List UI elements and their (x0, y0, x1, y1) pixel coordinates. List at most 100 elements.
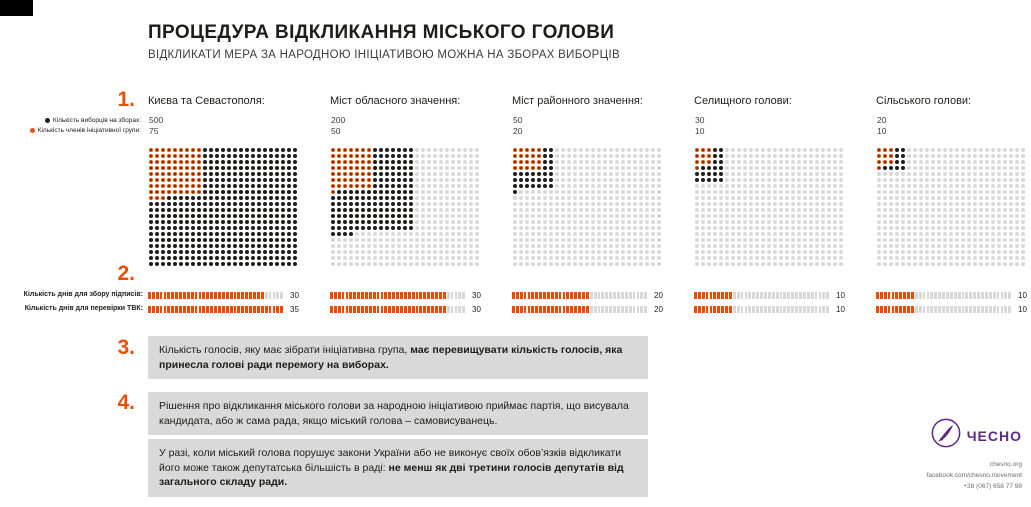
empty-dot (590, 177, 596, 183)
empty-dot (820, 225, 826, 231)
day-segment (934, 291, 938, 299)
day-segment (539, 291, 543, 299)
voter-dot (718, 165, 724, 171)
step-4-text-1: Рішення про відкликання міського голови … (159, 400, 629, 427)
empty-dot (772, 147, 778, 153)
empty-dot (456, 195, 462, 201)
voter-dot (512, 183, 518, 189)
initiative-dot (354, 165, 360, 171)
empty-dot (700, 201, 706, 207)
voter-dot (354, 201, 360, 207)
empty-dot (330, 243, 336, 249)
empty-dot (894, 183, 900, 189)
voter-dot (220, 153, 226, 159)
empty-dot (396, 261, 402, 267)
empty-dot (772, 261, 778, 267)
empty-dot (1002, 183, 1008, 189)
empty-dot (990, 165, 996, 171)
empty-dot (450, 207, 456, 213)
day-segment (988, 305, 992, 313)
empty-dot (468, 255, 474, 261)
empty-dot (724, 231, 730, 237)
voter-dot (402, 219, 408, 225)
day-segment (264, 291, 268, 299)
empty-dot (444, 159, 450, 165)
empty-dot (802, 195, 808, 201)
day-segment (531, 291, 535, 299)
empty-dot (894, 189, 900, 195)
empty-dot (1020, 213, 1026, 219)
empty-dot (626, 153, 632, 159)
empty-dot (820, 195, 826, 201)
empty-dot (414, 189, 420, 195)
empty-dot (560, 159, 566, 165)
empty-dot (930, 147, 936, 153)
empty-dot (930, 237, 936, 243)
empty-dot (700, 255, 706, 261)
voter-dot (244, 177, 250, 183)
empty-dot (930, 165, 936, 171)
empty-dot (524, 237, 530, 243)
empty-dot (608, 219, 614, 225)
empty-dot (512, 249, 518, 255)
empty-dot (942, 261, 948, 267)
voter-dot (256, 225, 262, 231)
empty-dot (554, 165, 560, 171)
empty-dot (626, 177, 632, 183)
voter-dot (542, 159, 548, 165)
empty-dot (748, 183, 754, 189)
voter-dot (160, 219, 166, 225)
empty-dot (760, 159, 766, 165)
voter-dot (208, 213, 214, 219)
empty-dot (984, 243, 990, 249)
voter-dot (160, 249, 166, 255)
voter-dot (292, 207, 298, 213)
empty-dot (590, 195, 596, 201)
empty-dot (826, 195, 832, 201)
step-4-number: 4. (117, 391, 135, 414)
chart-values: 500 75 (149, 115, 163, 138)
empty-dot (572, 201, 578, 207)
voter-dot (408, 177, 414, 183)
empty-dot (826, 201, 832, 207)
empty-dot (408, 249, 414, 255)
voter-dot (274, 261, 280, 267)
voter-dot (330, 207, 336, 213)
empty-dot (790, 243, 796, 249)
empty-dot (632, 183, 638, 189)
day-segment (578, 305, 581, 313)
empty-dot (542, 219, 548, 225)
initiative-dot (342, 171, 348, 177)
empty-dot (602, 201, 608, 207)
empty-dot (620, 255, 626, 261)
empty-dot (960, 165, 966, 171)
empty-dot (656, 201, 662, 207)
empty-dot (578, 159, 584, 165)
empty-dot (984, 159, 990, 165)
empty-dot (918, 261, 924, 267)
voter-dot (342, 207, 348, 213)
empty-dot (990, 195, 996, 201)
day-segment (276, 305, 280, 313)
empty-dot (814, 249, 820, 255)
voter-dot (148, 255, 154, 261)
empty-dot (984, 249, 990, 255)
empty-dot (754, 225, 760, 231)
day-segment (148, 305, 151, 313)
voter-dot (280, 147, 286, 153)
empty-dot (426, 201, 432, 207)
site-url: chesno.org (989, 461, 1022, 468)
day-segment (388, 291, 392, 299)
empty-dot (748, 171, 754, 177)
voter-dot (244, 261, 250, 267)
empty-dot (820, 153, 826, 159)
empty-dot (724, 255, 730, 261)
empty-dot (450, 225, 456, 231)
empty-dot (706, 195, 712, 201)
empty-dot (790, 255, 796, 261)
empty-dot (462, 231, 468, 237)
day-segment (435, 291, 438, 299)
empty-dot (620, 261, 626, 267)
empty-dot (578, 219, 584, 225)
empty-dot (838, 219, 844, 225)
